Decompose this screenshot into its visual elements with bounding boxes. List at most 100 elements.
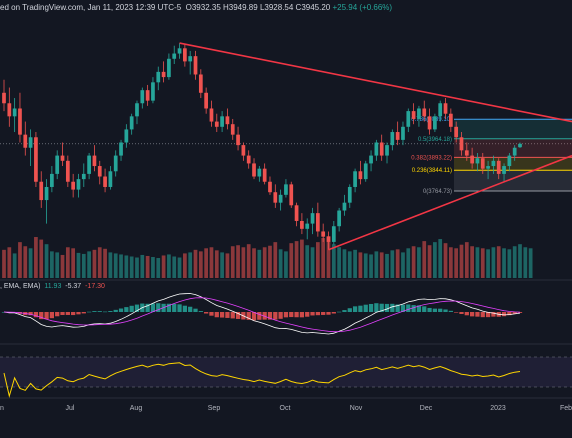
volume-bar: [438, 239, 443, 278]
volume-bar: [145, 255, 150, 278]
candle-body: [331, 226, 336, 242]
candle-body: [225, 116, 230, 125]
volume-bar: [385, 253, 389, 278]
candle-body: [417, 108, 421, 119]
candle-body: [55, 155, 60, 174]
open-label: O: [185, 3, 192, 12]
close-label: C: [295, 3, 302, 12]
volume-bar: [262, 247, 267, 278]
fib-level-label: 0.236(3844.11): [412, 168, 452, 174]
fib-level-label: 0.786(4039.10): [411, 117, 452, 123]
header-source: ed on TradingView.com, Jan 11, 2023 12:3…: [0, 3, 182, 12]
macd-histogram-bar: [416, 305, 422, 312]
candle-body: [108, 171, 113, 187]
candle-body: [262, 168, 267, 182]
volume-bar: [502, 248, 506, 278]
macd-histogram-bar: [273, 312, 278, 320]
x-axis-label: 2023: [490, 405, 506, 412]
volume-bar: [188, 252, 193, 278]
macd-histogram-bar: [65, 312, 70, 315]
candle-body: [347, 186, 352, 203]
volume-bar: [214, 250, 219, 278]
candle-body: [486, 166, 490, 169]
volume-bar: [2, 249, 6, 278]
candle-body: [358, 171, 363, 180]
low-label: L: [259, 3, 265, 12]
volume-bar: [161, 255, 166, 278]
macd-histogram-bar: [485, 312, 491, 318]
macd-histogram-bar: [267, 312, 273, 320]
macd-histogram-bar: [55, 312, 60, 317]
macd-value-1: 11.93: [44, 283, 62, 290]
volume-bar: [204, 248, 209, 278]
macd-histogram-bar: [315, 312, 320, 316]
candle-body: [204, 92, 209, 109]
candle-body: [454, 126, 459, 138]
x-axis-label: Aug: [130, 405, 143, 412]
candle-body: [124, 129, 129, 143]
volume-bar: [315, 242, 320, 278]
volume-bar: [331, 244, 336, 278]
volume-bar: [193, 249, 198, 278]
candle-body: [18, 108, 22, 135]
candle-body: [81, 173, 86, 180]
macd-histogram-bar: [225, 312, 230, 318]
volume-bar: [124, 255, 129, 278]
candle-body: [300, 220, 304, 229]
macd-value-3: -17.30: [85, 283, 105, 290]
fibonacci-retracement[interactable]: 0.786(4039.10) 0.5(3964.18) 0.382(3893.22)…: [411, 117, 572, 195]
macd-histogram-bar: [459, 312, 464, 314]
macd-histogram-bar: [172, 303, 177, 312]
macd-histogram-bar: [448, 310, 453, 312]
candle-body: [252, 163, 256, 177]
candle-body: [7, 103, 12, 117]
macd-histogram-bar: [124, 307, 129, 312]
macd-histogram-bar: [235, 312, 241, 319]
x-axis: n Jul Aug Sep Oct Nov Dec 2023 Feb: [0, 405, 572, 412]
candle-body: [39, 181, 44, 201]
candle-body: [464, 150, 469, 156]
high-label: H: [223, 3, 229, 12]
macd-histogram-bar: [81, 312, 86, 314]
candle-body: [167, 58, 171, 78]
x-axis-label: Jul: [66, 405, 75, 412]
volume-bar: [401, 252, 405, 278]
candle-body: [448, 113, 453, 127]
macd-histogram-bar: [469, 312, 475, 317]
trendlines[interactable]: [179, 42, 572, 251]
macd-histogram-bar: [374, 303, 379, 312]
candle-body: [395, 132, 400, 140]
candle-body: [156, 71, 161, 83]
fib-zone: [454, 170, 572, 191]
volume-bar: [246, 244, 251, 278]
volume-bar: [417, 247, 421, 278]
candle-body: [518, 143, 522, 148]
macd-histogram-bar: [368, 303, 374, 312]
volume-bar: [347, 251, 352, 278]
candle-body: [76, 179, 81, 190]
volume-bar: [284, 251, 288, 278]
volume-bar: [422, 241, 427, 278]
volume-bar: [97, 247, 102, 278]
macd-histogram-bar: [102, 311, 108, 313]
volume-bar: [7, 247, 12, 278]
macd-histogram-bar: [501, 312, 507, 317]
volume-bar: [310, 247, 315, 278]
candle-body: [480, 158, 485, 169]
candle-body: [92, 155, 97, 167]
change-value: +25.94 (+0.66%): [332, 3, 393, 12]
macd-histogram-bar: [517, 312, 523, 313]
candle-body: [188, 56, 193, 62]
volume-bar: [454, 248, 459, 278]
candle-body: [103, 176, 107, 187]
volume-bar: [433, 242, 437, 278]
candle-body: [113, 155, 118, 172]
candle-body: [278, 194, 283, 203]
macd-histogram-bar: [44, 312, 49, 320]
volume-bar: [55, 252, 60, 278]
volume-bar: [374, 251, 379, 278]
volume-bar: [448, 247, 453, 278]
candle-body: [23, 134, 28, 148]
candle-body: [241, 145, 246, 156]
